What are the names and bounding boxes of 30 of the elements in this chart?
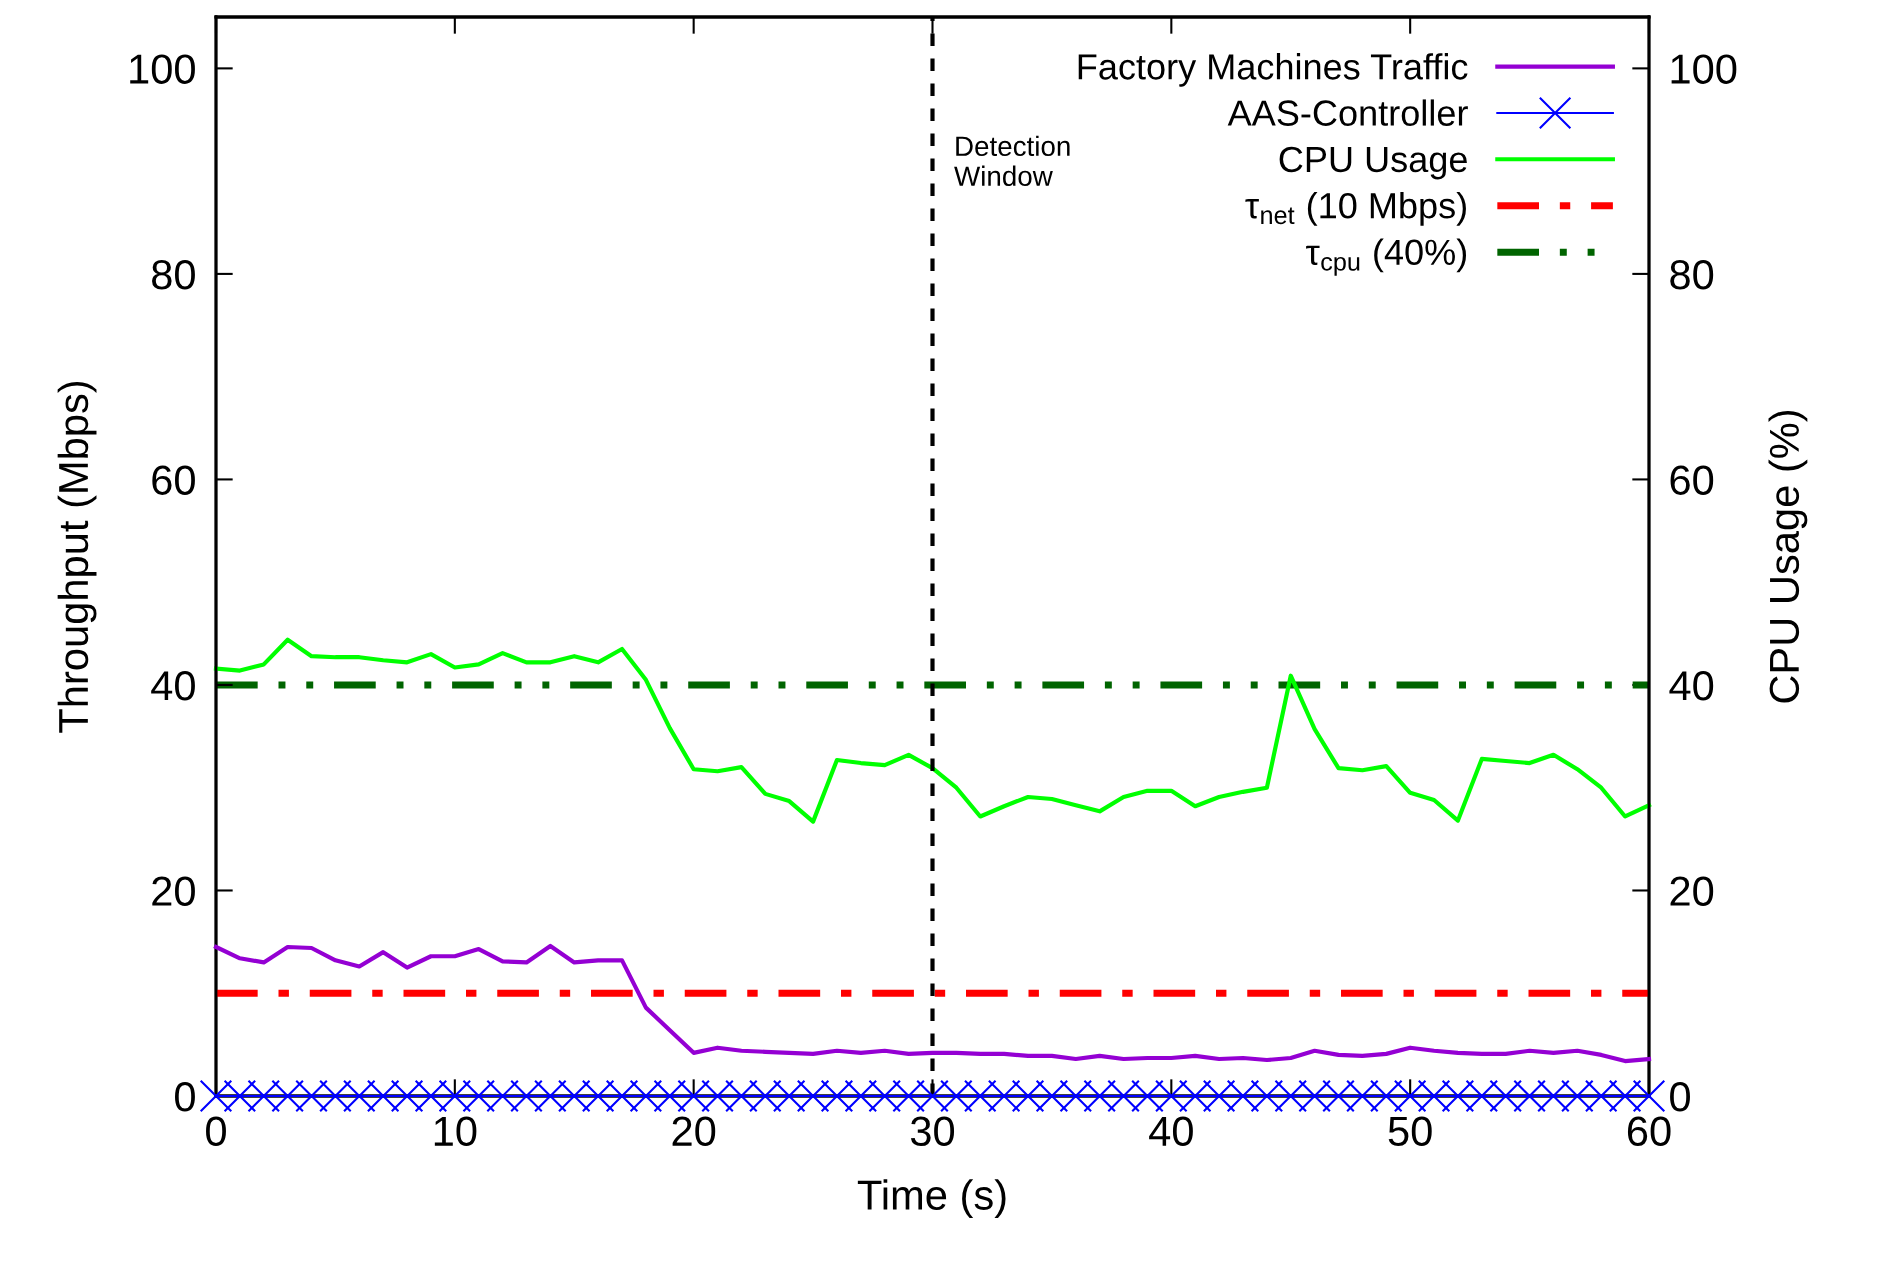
- y-tick-label: 100: [130, 54, 195, 84]
- legend-label: τ$_{net}$ (10 Mbps): [1245, 192, 1466, 226]
- y2-axis-title: CPU Usage (%): [1768, 410, 1808, 703]
- legend-label: τ$_{cpu}$ (40%): [1306, 238, 1467, 276]
- x-tick-label: 20: [672, 1116, 716, 1147]
- legend-label: AAS-Controller: [1227, 99, 1468, 126]
- y2-tick-label: 100: [1671, 54, 1737, 84]
- y2-tick-label: 20: [1670, 876, 1714, 906]
- x-tick-label: 10: [434, 1116, 477, 1147]
- y-tick-label: 0: [175, 1082, 195, 1112]
- y2-tick-label: 80: [1670, 259, 1714, 290]
- x-tick-label: 50: [1388, 1116, 1432, 1147]
- legend-label: Factory Machines Traffic: [1078, 53, 1468, 87]
- y-axis-title: Throughput (Mbps): [57, 381, 97, 733]
- y-tick-label: 40: [151, 670, 195, 701]
- x-tick-label: 0: [206, 1116, 226, 1147]
- line-series: [213, 637, 1652, 824]
- x-tick-label: 40: [1149, 1116, 1193, 1147]
- legend-label: CPU Usage: [1279, 146, 1467, 180]
- line-series: [213, 943, 1652, 1064]
- y2-tick-label: 40: [1669, 670, 1714, 701]
- y2-tick-label: 0: [1670, 1082, 1690, 1112]
- x-axis-title: Time (s): [857, 1179, 1006, 1219]
- x-tick-label: 30: [910, 1116, 955, 1147]
- y-tick-label: 80: [152, 259, 195, 290]
- ref-line-label: Detection Window: [954, 135, 1070, 187]
- x-tick-label: 60: [1627, 1116, 1671, 1147]
- y2-tick-label: 60: [1670, 465, 1714, 495]
- y-tick-label: 60: [152, 465, 195, 495]
- y-tick-label: 20: [152, 876, 195, 906]
